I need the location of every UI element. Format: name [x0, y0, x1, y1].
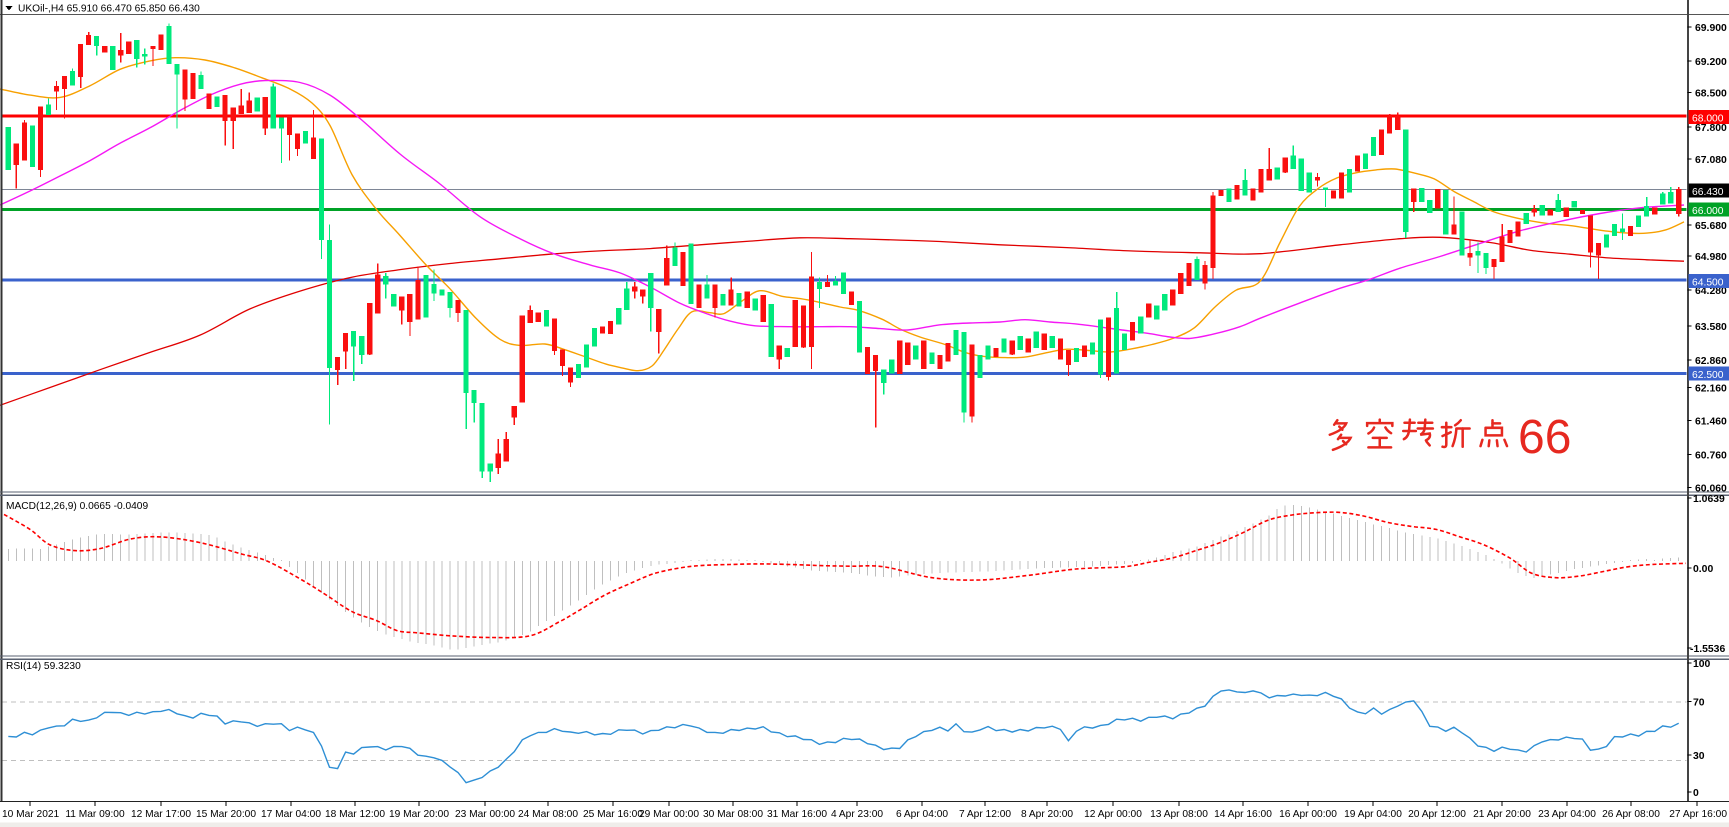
svg-text:25 Mar 16:00: 25 Mar 16:00 [583, 809, 643, 820]
svg-text:69.900: 69.900 [1695, 23, 1727, 34]
svg-text:26 Apr 08:00: 26 Apr 08:00 [1602, 809, 1660, 820]
svg-text:100: 100 [1693, 659, 1711, 670]
svg-text:-1.5536: -1.5536 [1690, 644, 1725, 655]
svg-text:0.00: 0.00 [1693, 564, 1713, 575]
svg-text:63.580: 63.580 [1695, 322, 1727, 333]
svg-text:67.080: 67.080 [1695, 155, 1727, 166]
svg-text:64.500: 64.500 [1692, 278, 1724, 289]
svg-text:20 Apr 12:00: 20 Apr 12:00 [1408, 809, 1466, 820]
svg-text:65.680: 65.680 [1695, 221, 1727, 232]
svg-text:64.280: 64.280 [1695, 286, 1727, 297]
svg-text:7 Apr 12:00: 7 Apr 12:00 [959, 809, 1011, 820]
svg-text:31 Mar 16:00: 31 Mar 16:00 [767, 809, 827, 820]
svg-text:66.430: 66.430 [1692, 187, 1724, 198]
svg-text:60.760: 60.760 [1695, 451, 1727, 462]
svg-text:19 Mar 20:00: 19 Mar 20:00 [389, 809, 449, 820]
svg-text:62.860: 62.860 [1695, 356, 1727, 367]
svg-text:12 Apr 00:00: 12 Apr 00:00 [1084, 809, 1142, 820]
svg-text:10 Mar 2021: 10 Mar 2021 [2, 809, 60, 820]
svg-text:17 Mar 04:00: 17 Mar 04:00 [261, 809, 321, 820]
svg-text:4 Apr 23:00: 4 Apr 23:00 [831, 809, 883, 820]
svg-text:67.800: 67.800 [1695, 123, 1727, 134]
svg-text:UKOil-,H4 65.910 66.470 65.85: UKOil-,H4 65.910 66.470 65.850 66.430 [18, 4, 200, 15]
svg-text:70: 70 [1693, 698, 1705, 709]
svg-text:69.200: 69.200 [1695, 57, 1727, 68]
svg-text:66.000: 66.000 [1692, 206, 1724, 217]
svg-text:19 Apr 04:00: 19 Apr 04:00 [1344, 809, 1402, 820]
svg-text:16 Apr 00:00: 16 Apr 00:00 [1279, 809, 1337, 820]
svg-text:0: 0 [1693, 788, 1699, 799]
svg-text:29 Mar 00:00: 29 Mar 00:00 [639, 809, 699, 820]
svg-text:12 Mar 17:00: 12 Mar 17:00 [131, 809, 191, 820]
svg-text:23 Mar 00:00: 23 Mar 00:00 [455, 809, 515, 820]
svg-text:62.160: 62.160 [1695, 384, 1727, 395]
svg-text:27 Apr 16:00: 27 Apr 16:00 [1669, 809, 1727, 820]
svg-text:68.000: 68.000 [1692, 113, 1724, 124]
svg-text:30 Mar 08:00: 30 Mar 08:00 [703, 809, 763, 820]
svg-text:24 Mar 08:00: 24 Mar 08:00 [518, 809, 578, 820]
svg-text:1.0639: 1.0639 [1693, 494, 1725, 505]
svg-text:68.500: 68.500 [1695, 89, 1727, 100]
svg-text:66: 66 [1518, 411, 1571, 464]
svg-text:6 Apr 04:00: 6 Apr 04:00 [896, 809, 948, 820]
svg-text:8 Apr 20:00: 8 Apr 20:00 [1021, 809, 1073, 820]
svg-text:15 Mar 20:00: 15 Mar 20:00 [196, 809, 256, 820]
svg-text:64.980: 64.980 [1695, 252, 1727, 263]
svg-text:60.060: 60.060 [1695, 484, 1727, 495]
svg-text:11 Mar 09:00: 11 Mar 09:00 [65, 809, 125, 820]
svg-text:18 Mar 12:00: 18 Mar 12:00 [325, 809, 385, 820]
svg-text:61.460: 61.460 [1695, 417, 1727, 428]
svg-text:RSI(14) 59.3230: RSI(14) 59.3230 [6, 661, 81, 672]
svg-text:30: 30 [1693, 751, 1705, 762]
svg-text:MACD(12,26,9) 0.0665 -0.0409: MACD(12,26,9) 0.0665 -0.0409 [6, 501, 148, 512]
svg-text:21 Apr 20:00: 21 Apr 20:00 [1473, 809, 1531, 820]
svg-text:14 Apr 16:00: 14 Apr 16:00 [1214, 809, 1272, 820]
svg-text:13 Apr 08:00: 13 Apr 08:00 [1150, 809, 1208, 820]
svg-text:62.500: 62.500 [1692, 370, 1724, 381]
svg-text:23 Apr 04:00: 23 Apr 04:00 [1538, 809, 1596, 820]
